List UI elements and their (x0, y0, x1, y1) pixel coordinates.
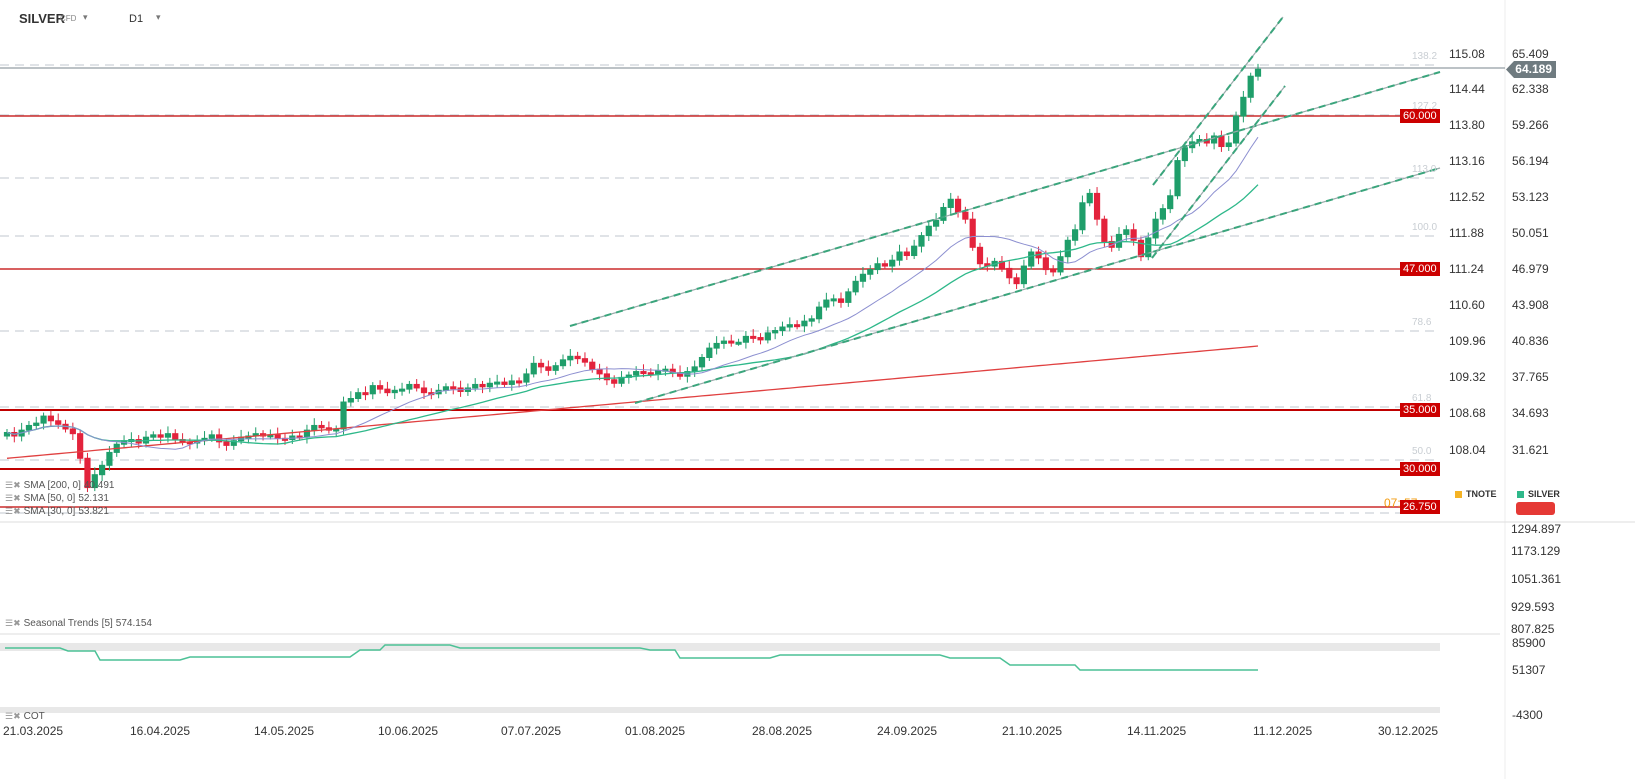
right-axis-tick: 53.123 (1512, 190, 1549, 204)
fib-level-label: 100.0 (1412, 222, 1438, 233)
date-tick: 21.03.2025 (3, 724, 64, 738)
timeframe-selector[interactable]: D1 (129, 13, 144, 25)
level-price-tag: 47.000 (1400, 262, 1440, 276)
left-axis-tick: 109.96 (1449, 334, 1486, 348)
current-price-tag: 64.189 (1506, 61, 1556, 78)
mid-panel-axis-tick: 929.593 (1511, 600, 1555, 614)
mid-panel-axis-tick: 1294.897 (1511, 522, 1562, 536)
left-axis-tick: 113.80 (1449, 118, 1485, 132)
date-tick: 16.04.2025 (130, 724, 191, 738)
left-axis-tick: 115.08 (1449, 47, 1485, 61)
left-axis-tick: 113.16 (1449, 154, 1485, 168)
chart-header: SILVER CFD ▾ D1 ▾ (0, 0, 1500, 36)
symbol-selector[interactable]: SILVER (19, 11, 65, 26)
chevron-down-icon[interactable]: ▾ (83, 12, 88, 22)
settings-icon[interactable]: ☰✖ (5, 506, 21, 516)
fib-level-label: 138.2 (1412, 51, 1438, 62)
date-tick: 14.05.2025 (254, 724, 315, 738)
chevron-down-icon[interactable]: ▾ (156, 12, 161, 22)
right-axis-tick: 31.621 (1512, 443, 1549, 457)
fib-level-label: 127.2 (1412, 101, 1438, 112)
left-axis-tick: 112.52 (1449, 190, 1485, 204)
settings-icon[interactable]: ☰✖ (5, 493, 21, 503)
settings-icon[interactable]: ☰✖ (5, 480, 21, 490)
left-axis-tick: 110.60 (1449, 298, 1485, 312)
left-axis-tick: 108.04 (1449, 443, 1486, 457)
right-axis-tick: 50.051 (1512, 226, 1549, 240)
seasonal-trends-legend[interactable]: ☰✖ Seasonal Trends [5] 574.154 (5, 618, 152, 629)
silver-legend[interactable]: SILVER (1517, 489, 1560, 499)
date-tick: 07.07.2025 (501, 724, 562, 738)
level-price-tag: 30.000 (1400, 462, 1440, 476)
fib-level-label: 50.0 (1412, 446, 1432, 457)
right-axis-tick: 62.338 (1512, 82, 1549, 96)
date-tick: 14.11.2025 (1127, 724, 1187, 738)
silver-value-badge (1516, 502, 1555, 515)
mid-panel-axis-tick: 807.825 (1511, 622, 1555, 636)
left-axis-tick: 108.68 (1449, 406, 1486, 420)
level-price-tag: 35.000 (1400, 403, 1440, 417)
settings-icon[interactable]: ☰✖ (5, 618, 21, 628)
right-axis-tick: 37.765 (1512, 370, 1549, 384)
tnote-legend[interactable]: TNOTE (1455, 489, 1497, 499)
right-axis-tick: 34.693 (1512, 406, 1549, 420)
silver-swatch (1517, 490, 1524, 498)
fib-level-label: 61.8 (1412, 393, 1432, 404)
cot-axis-tick: -4300 (1512, 708, 1543, 722)
left-axis-tick: 111.88 (1449, 226, 1484, 240)
sma-200-legend[interactable]: ☰✖ SMA [200, 0] 40.491 (5, 480, 115, 491)
cot-axis-tick: 85900 (1512, 636, 1546, 650)
date-tick: 30.12.2025 (1378, 724, 1439, 738)
right-axis-tick: 43.908 (1512, 298, 1549, 312)
left-axis-tick: 109.32 (1449, 370, 1486, 384)
instrument-type: CFD (60, 14, 77, 23)
level-price-tag: 26.750 (1400, 500, 1440, 514)
cot-axis-tick: 51307 (1512, 663, 1546, 677)
right-axis-tick: 46.979 (1512, 262, 1549, 276)
left-axis-tick: 111.24 (1449, 262, 1484, 276)
mid-panel-axis-tick: 1051.361 (1511, 572, 1562, 586)
date-tick: 28.08.2025 (752, 724, 813, 738)
settings-icon[interactable]: ☰✖ (5, 711, 21, 721)
mid-panel-axis-tick: 1173.129 (1511, 544, 1561, 558)
level-price-tag: 60.000 (1400, 109, 1440, 123)
sma-30-legend[interactable]: ☰✖ SMA [30, 0] 53.821 (5, 506, 109, 517)
cot-legend[interactable]: ☰✖ COT (5, 711, 45, 722)
left-axis-tick: 114.44 (1449, 82, 1485, 96)
right-axis-tick: 40.836 (1512, 334, 1549, 348)
right-axis-tick: 56.194 (1512, 154, 1549, 168)
sma-50-legend[interactable]: ☰✖ SMA [50, 0] 52.131 (5, 493, 109, 504)
right-axis-tick: 59.266 (1512, 118, 1549, 132)
date-tick: 01.08.2025 (625, 724, 686, 738)
fib-level-label: 113.0 (1412, 164, 1437, 175)
date-tick: 10.06.2025 (378, 724, 439, 738)
tnote-swatch (1455, 490, 1462, 498)
date-tick: 21.10.2025 (1002, 724, 1063, 738)
date-tick: 11.12.2025 (1253, 724, 1313, 738)
date-tick: 24.09.2025 (877, 724, 938, 738)
fib-level-label: 78.6 (1412, 317, 1432, 328)
right-axis-tick: 65.409 (1512, 47, 1549, 61)
